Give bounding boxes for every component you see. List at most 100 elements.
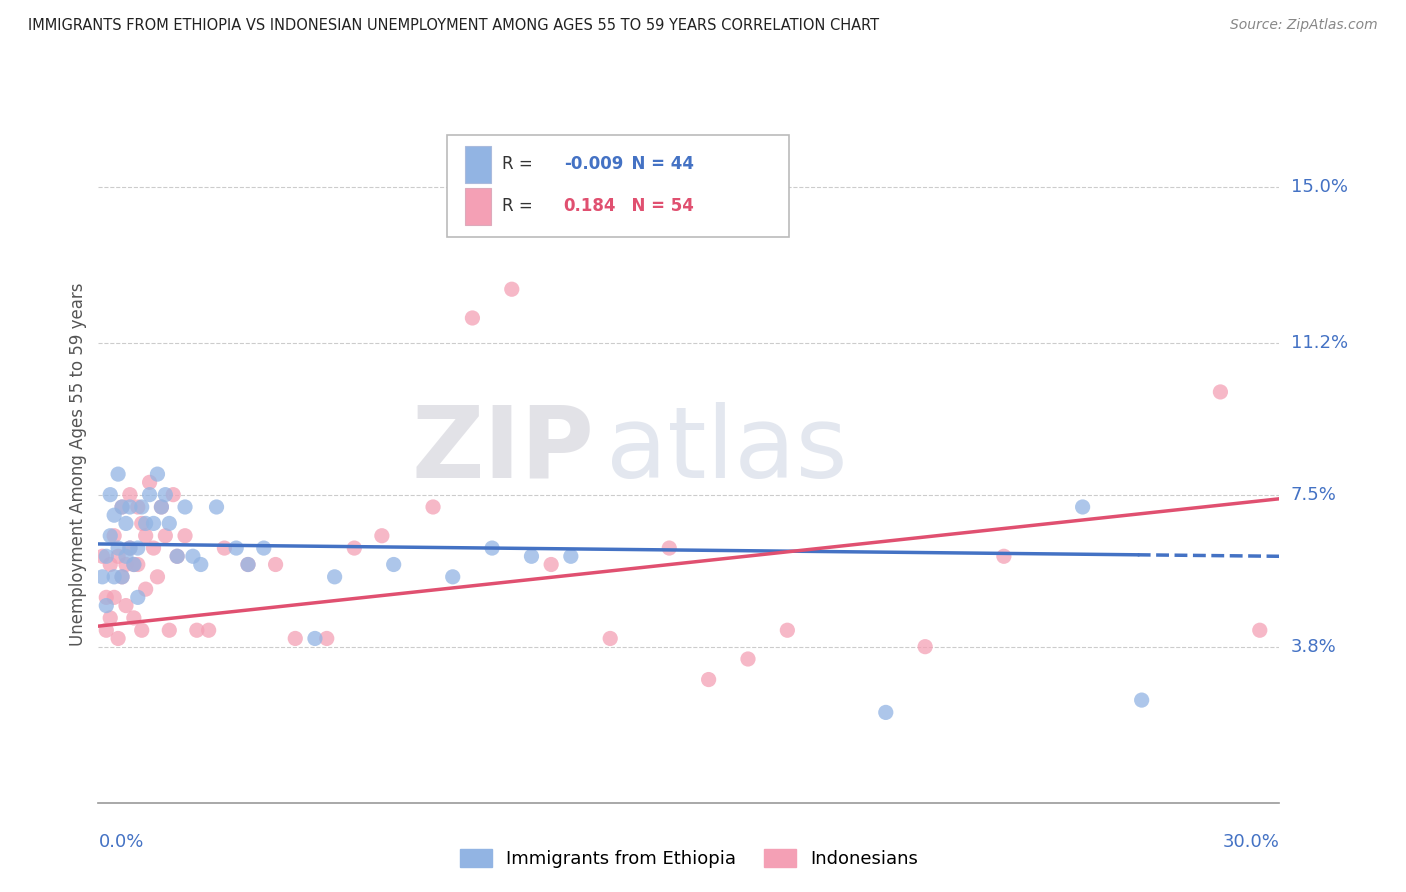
Point (150, 500, 173, 514)
Point (131, 500, 153, 514)
Point (115, 516, 138, 531)
Text: 3.8%: 3.8% (1291, 638, 1336, 656)
Point (103, 529, 125, 543)
Point (382, 558, 405, 572)
FancyBboxPatch shape (447, 135, 789, 236)
Point (122, 558, 145, 572)
Point (127, 591, 149, 605)
Point (118, 488, 141, 502)
Point (111, 570, 134, 584)
Point (127, 500, 149, 514)
Point (155, 529, 177, 543)
Point (1071, 500, 1094, 514)
Point (155, 488, 177, 502)
Point (91, 570, 114, 584)
Point (422, 500, 444, 514)
Text: 11.2%: 11.2% (1291, 334, 1348, 351)
Point (122, 611, 145, 625)
Point (142, 541, 165, 555)
Point (96, 624, 118, 638)
Y-axis label: Unemployment Among Ages 55 to 59 years: Unemployment Among Ages 55 to 59 years (69, 282, 87, 646)
Point (197, 624, 219, 638)
Text: 15.0%: 15.0% (1291, 178, 1347, 195)
Point (146, 570, 169, 584)
Point (1209, 384, 1232, 399)
Point (875, 706, 897, 720)
Point (315, 632, 337, 646)
Point (111, 500, 134, 514)
Point (599, 632, 621, 646)
Text: N = 54: N = 54 (620, 197, 695, 215)
Bar (464, 145, 491, 183)
Point (138, 475, 160, 490)
Point (96, 591, 118, 605)
Point (441, 570, 464, 584)
Point (91, 549, 114, 564)
Point (253, 541, 276, 555)
Point (166, 549, 188, 564)
Point (122, 558, 145, 572)
Point (103, 591, 125, 605)
Point (181, 549, 204, 564)
Point (697, 673, 720, 687)
Bar (464, 187, 491, 225)
Point (103, 508, 125, 523)
Point (157, 624, 180, 638)
Point (658, 541, 681, 555)
Point (284, 632, 307, 646)
Point (98, 558, 121, 572)
Text: 30.0%: 30.0% (1223, 833, 1279, 851)
Point (174, 500, 197, 514)
Point (111, 570, 134, 584)
Point (1130, 693, 1153, 707)
Point (225, 541, 247, 555)
Point (138, 488, 160, 502)
Point (135, 516, 157, 531)
Point (174, 529, 197, 543)
Point (118, 541, 141, 555)
Point (111, 500, 134, 514)
Point (540, 558, 562, 572)
Point (236, 558, 259, 572)
Text: 0.184: 0.184 (564, 197, 616, 215)
Text: ZIP: ZIP (412, 401, 595, 499)
Text: R =: R = (502, 155, 538, 173)
Point (131, 624, 153, 638)
Point (150, 500, 173, 514)
Point (103, 570, 125, 584)
Point (115, 549, 138, 564)
Point (461, 310, 484, 325)
Text: atlas: atlas (606, 401, 848, 499)
Point (520, 549, 543, 564)
Point (323, 570, 346, 584)
Text: -0.009: -0.009 (564, 155, 623, 173)
Point (96, 549, 118, 564)
Point (371, 529, 394, 543)
Point (135, 582, 157, 596)
Point (914, 640, 936, 654)
Point (96, 599, 118, 613)
Point (236, 558, 259, 572)
Point (214, 541, 236, 555)
Point (127, 558, 149, 572)
Text: R =: R = (502, 197, 538, 215)
Point (737, 652, 759, 666)
Point (107, 467, 129, 482)
Point (343, 541, 366, 555)
Point (118, 541, 141, 555)
Point (135, 529, 157, 543)
Point (98, 488, 121, 502)
Text: N = 44: N = 44 (620, 155, 695, 173)
Point (157, 516, 180, 531)
Point (142, 516, 165, 531)
Point (190, 558, 212, 572)
Point (131, 516, 153, 531)
Point (127, 541, 149, 555)
Point (481, 541, 503, 555)
Point (776, 624, 799, 638)
Point (501, 282, 523, 296)
Text: 7.5%: 7.5% (1291, 485, 1337, 504)
Point (98, 611, 121, 625)
Point (107, 549, 129, 564)
Point (118, 500, 141, 514)
